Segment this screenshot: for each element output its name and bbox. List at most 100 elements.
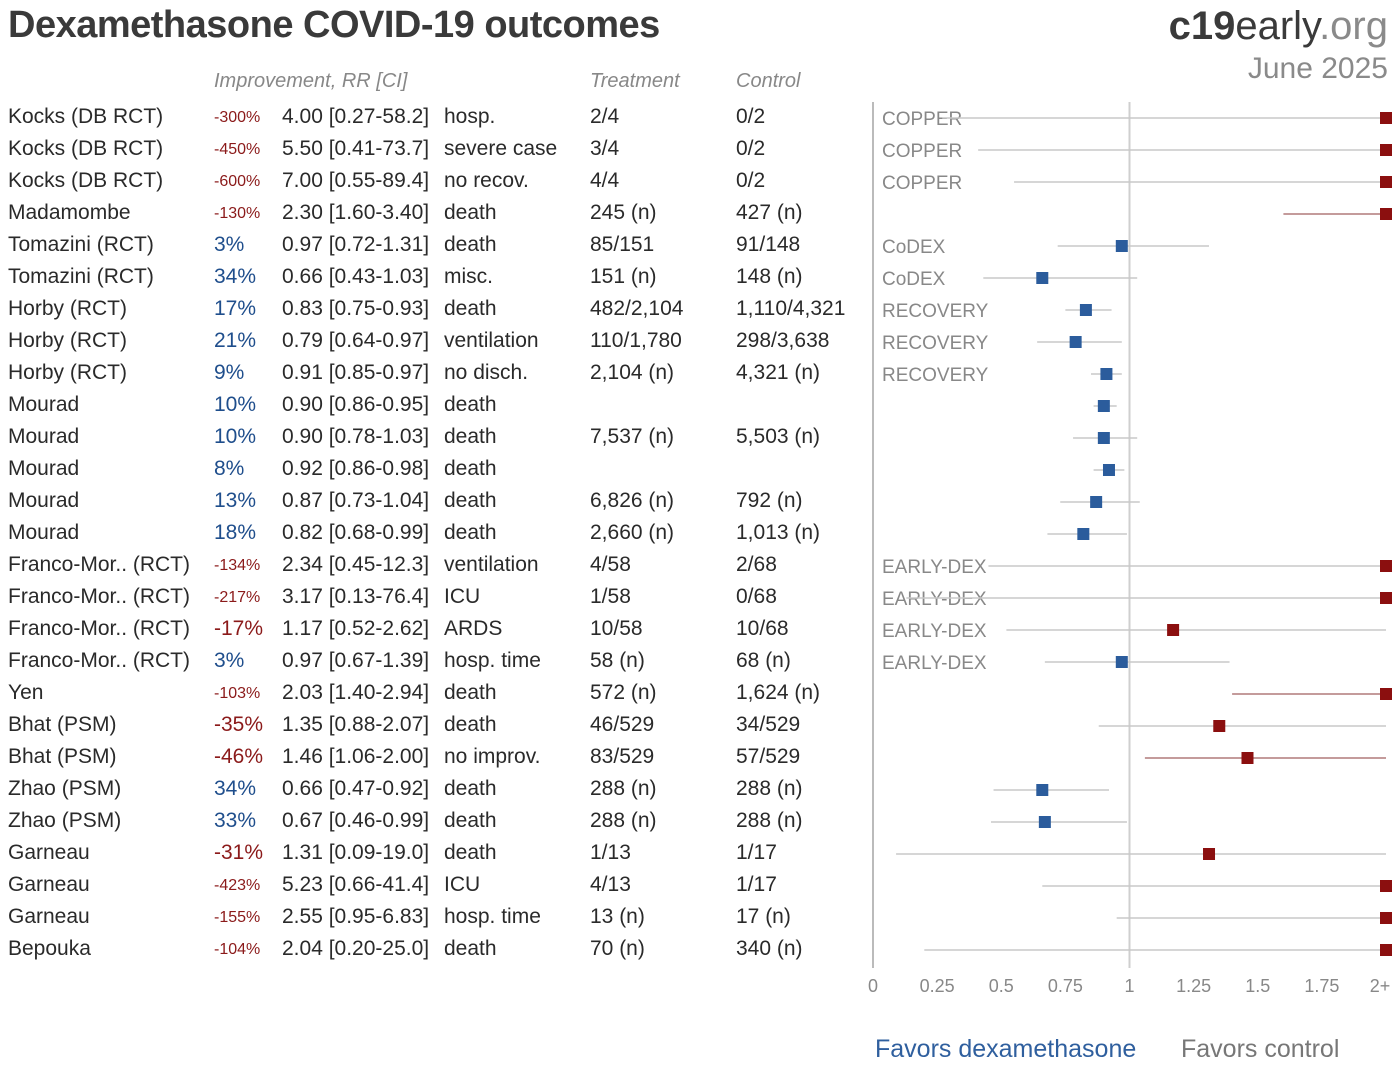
outcome-label: ventilation — [444, 329, 539, 352]
study-name: Bhat (PSM) — [8, 713, 117, 736]
treatment-count: 58 (n) — [590, 649, 645, 672]
outcome-label: death — [444, 393, 497, 416]
outcome-label: hosp. — [444, 105, 496, 128]
treatment-count: 110/1,780 — [590, 329, 682, 352]
risk-ratio-ci: 0.66 [0.47-0.92] — [282, 777, 430, 800]
study-name: Madamombe — [8, 201, 131, 224]
table-row: Zhao (PSM) 33% 0.67 [0.46-0.99] death 288 (n… — [0, 806, 870, 838]
table-row: Kocks (DB RCT) -300% 4.00 [0.27-58.2] hosp.… — [0, 102, 870, 134]
improvement-value: 3% — [214, 649, 245, 672]
point-estimate — [1167, 624, 1180, 636]
risk-ratio-ci: 0.79 [0.64-0.97] — [282, 329, 430, 352]
table-row: Horby (RCT) 9% 0.91 [0.85-0.97] no disch. 2,… — [0, 358, 870, 390]
improvement-value: 34% — [214, 265, 257, 288]
table-row: Franco-Mor.. (RCT) -17% 1.17 [0.52-2.62] AR… — [0, 614, 870, 646]
point-estimate — [1036, 784, 1049, 796]
treatment-count: 482/2,104 — [590, 297, 684, 320]
x-tick-label: 1.5 — [1245, 976, 1270, 996]
study-name: Tomazini (RCT) — [8, 233, 154, 256]
outcome-label: ICU — [444, 585, 481, 608]
table-row: Garneau -155% 2.55 [0.95-6.83] hosp. time 13… — [0, 902, 870, 934]
improvement-value: -103% — [214, 685, 261, 702]
study-name: Bepouka — [8, 937, 91, 960]
study-name: Bhat (PSM) — [8, 745, 117, 768]
trial-label: COPPER — [882, 141, 962, 162]
treatment-count: 4/4 — [590, 169, 620, 192]
point-estimate — [1380, 112, 1392, 124]
table-row: Tomazini (RCT) 3% 0.97 [0.72-1.31] death 85/… — [0, 230, 870, 262]
outcome-label: death — [444, 777, 497, 800]
risk-ratio-ci: 1.31 [0.09-19.0] — [282, 841, 430, 864]
risk-ratio-ci: 1.35 [0.88-2.07] — [282, 713, 430, 736]
outcome-label: severe case — [444, 137, 558, 160]
point-estimate — [1380, 944, 1392, 956]
point-estimate — [1380, 560, 1392, 572]
control-count: 288 (n) — [736, 777, 803, 800]
outcome-label: no recov. — [444, 169, 529, 192]
risk-ratio-ci: 0.67 [0.46-0.99] — [282, 809, 430, 832]
study-name: Garneau — [8, 841, 90, 864]
control-count: 4,321 (n) — [736, 361, 821, 384]
table-row: Garneau -423% 5.23 [0.66-41.4] ICU 4/13 1/17 — [0, 870, 870, 902]
table-row: Bhat (PSM) -35% 1.35 [0.88-2.07] death 46/52… — [0, 710, 870, 742]
risk-ratio-ci: 0.83 [0.75-0.93] — [282, 297, 430, 320]
point-estimate — [1097, 432, 1110, 444]
improvement-value: 8% — [214, 457, 245, 480]
study-name: Franco-Mor.. (RCT) — [8, 649, 191, 672]
point-estimate — [1380, 592, 1392, 604]
control-count: 792 (n) — [736, 489, 803, 512]
point-estimate — [1100, 368, 1113, 380]
risk-ratio-ci: 1.46 [1.06-2.00] — [282, 745, 430, 768]
study-name: Yen — [8, 681, 44, 704]
improvement-value: -155% — [214, 909, 261, 926]
risk-ratio-ci: 2.55 [0.95-6.83] — [282, 905, 430, 928]
trial-label: RECOVERY — [882, 301, 989, 322]
risk-ratio-ci: 5.50 [0.41-73.7] — [282, 137, 430, 160]
table-row: Franco-Mor.. (RCT) -134% 2.34 [0.45-12.3] v… — [0, 550, 870, 582]
favors-control-label: Favors control — [1181, 1035, 1340, 1063]
improvement-value: -134% — [214, 557, 261, 574]
improvement-value: 3% — [214, 233, 245, 256]
study-name: Horby (RCT) — [8, 361, 127, 384]
trial-label: CoDEX — [882, 269, 946, 290]
trial-label: RECOVERY — [882, 333, 989, 354]
treatment-count: 2,104 (n) — [590, 361, 675, 384]
point-estimate — [1079, 304, 1092, 316]
control-count: 298/3,638 — [736, 329, 830, 352]
improvement-value: -423% — [214, 877, 261, 894]
risk-ratio-ci: 7.00 [0.55-89.4] — [282, 169, 430, 192]
table-row: Zhao (PSM) 34% 0.66 [0.47-0.92] death 288 (n… — [0, 774, 870, 806]
brand-part-3: .org — [1319, 4, 1388, 48]
control-count: 10/68 — [736, 617, 789, 640]
improvement-value: 13% — [214, 489, 257, 512]
improvement-value: -46% — [214, 745, 264, 768]
point-estimate — [1380, 880, 1392, 892]
point-estimate — [1036, 272, 1049, 284]
outcome-label: ARDS — [444, 617, 503, 640]
improvement-value: -130% — [214, 205, 261, 222]
outcome-label: misc. — [444, 265, 493, 288]
outcome-label: death — [444, 297, 497, 320]
table-row: Kocks (DB RCT) -450% 5.50 [0.41-73.7] sever… — [0, 134, 870, 166]
table-row: Franco-Mor.. (RCT) 3% 0.97 [0.67-1.39] hosp… — [0, 646, 870, 678]
treatment-count: 13 (n) — [590, 905, 645, 928]
study-name: Kocks (DB RCT) — [8, 169, 164, 192]
control-count: 5,503 (n) — [736, 425, 821, 448]
table-row: Horby (RCT) 21% 0.79 [0.64-0.97] ventilatio… — [0, 326, 870, 358]
table-row: Mourad 13% 0.87 [0.73-1.04] death 6,826 (n) 7… — [0, 486, 870, 518]
table-row: Mourad 10% 0.90 [0.86-0.95] death — [0, 390, 870, 422]
improvement-value: -35% — [214, 713, 264, 736]
study-name: Kocks (DB RCT) — [8, 105, 164, 128]
outcome-label: death — [444, 457, 497, 480]
table-row: Mourad 10% 0.90 [0.78-1.03] death 7,537 (n) 5… — [0, 422, 870, 454]
table-row: Horby (RCT) 17% 0.83 [0.75-0.93] death 482/2… — [0, 294, 870, 326]
brand-part-1: c19 — [1168, 4, 1236, 48]
improvement-value: -300% — [214, 109, 261, 126]
chart-title: Dexamethasone COVID-19 outcomes — [8, 4, 660, 46]
x-tick-label: 1.25 — [1176, 976, 1211, 996]
improvement-value: 33% — [214, 809, 257, 832]
point-estimate — [1038, 816, 1051, 828]
study-name: Mourad — [8, 489, 80, 512]
risk-ratio-ci: 1.17 [0.52-2.62] — [282, 617, 430, 640]
header-treatment: Treatment — [590, 70, 680, 92]
